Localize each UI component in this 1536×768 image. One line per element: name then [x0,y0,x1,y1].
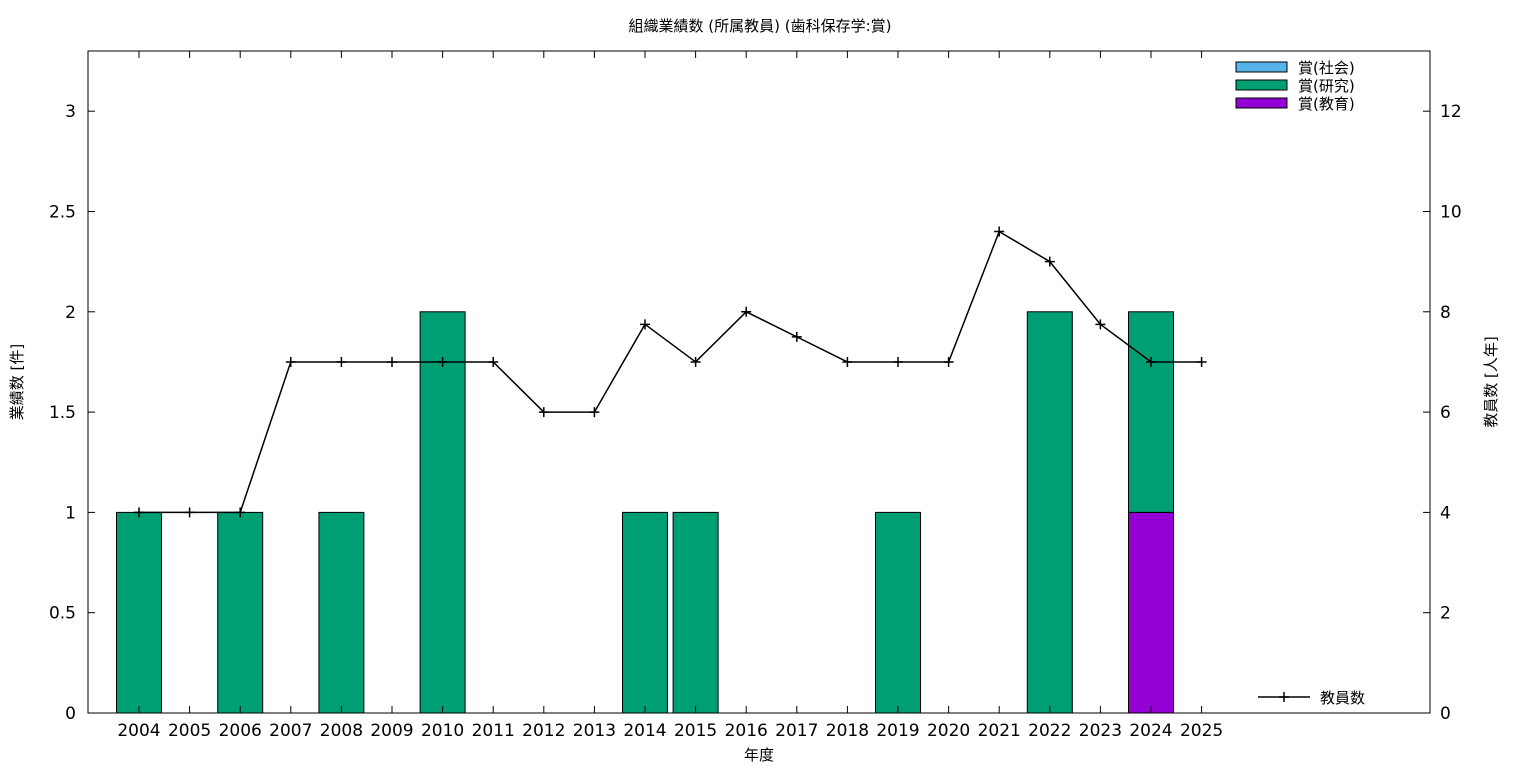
x-tick-label: 2016 [725,721,768,741]
x-tick-label: 2007 [269,721,312,741]
line-series-path [139,230,1202,514]
x-tick-label: 2019 [876,721,919,741]
line-point-2011 [488,356,499,367]
x-tick-label: 2014 [623,721,666,741]
x-tick-label: 2022 [1028,721,1071,741]
x-tick-label: 2011 [472,721,515,741]
line-point-2008 [336,356,347,367]
line-point-2010 [437,356,448,367]
line-point-2018 [842,356,853,367]
line-point-2005 [184,507,195,518]
y-right-tick-label: 2 [1440,604,1451,624]
legend-label-2: 賞(教育) [1298,95,1355,113]
y-right-tick-label: 6 [1440,403,1451,423]
x-tick-label: 2017 [775,721,818,741]
x-tick-label: 2025 [1180,721,1223,741]
plot-frame [87,50,1431,714]
bar-2015-1 [672,511,719,714]
y-left-tick-label: 0.5 [49,604,76,624]
x-tick-label: 2024 [1129,721,1172,741]
y-right-tick-label: 12 [1440,102,1462,122]
line-point-2013 [589,407,600,418]
bar-2008-1 [318,511,365,714]
line-point-2017 [791,331,802,342]
x-tick-label: 2015 [674,721,717,741]
bar-2004-1 [116,511,162,714]
bar-2024-2 [1128,511,1174,714]
x-tick-label: 2004 [117,721,160,741]
line-point-2016 [741,306,752,317]
x-tick-label: 2010 [421,721,464,741]
line-legend-marker [1279,692,1289,702]
bar-2010-1 [419,311,466,714]
x-tick-label: 2005 [168,721,211,741]
y-left-tick-label: 2 [65,303,76,323]
bar-2014-1 [622,511,668,714]
plot-area: 0 0.5 1 1.5 2 2.5 3 0 2 4 6 8 10 12 2004 2005 2006 2007 20… [49,50,1462,741]
line-point-2004 [134,507,144,518]
bar-2019-1 [875,511,921,714]
x-tick-label: 2021 [978,721,1021,741]
legend-swatch-0 [1235,61,1288,73]
y-left-tick-label: 1 [65,503,76,523]
legend-swatch-1 [1235,79,1288,91]
x-axis-label: 年度 [744,746,774,764]
y-right-tick-label: 8 [1440,303,1451,323]
chart-title: 組織業績数 (所属教員) (歯科保存学:賞) [629,17,892,35]
bar-2024-1 [1128,311,1174,513]
y-left-tick-label: 3 [65,102,76,122]
y-right-tick-label: 4 [1440,503,1451,523]
y-axis-label-left: 業績数 [件] [8,344,26,420]
line-point-2015 [690,356,701,367]
line-point-2014 [640,319,650,330]
bar-2022-1 [1026,311,1073,714]
line-point-2007 [285,356,296,367]
y-left-tick-label: 1.5 [49,403,76,423]
legend-label-1: 賞(研究) [1298,77,1355,95]
line-point-2025 [1196,356,1207,367]
line-point-2009 [387,356,397,367]
y-right-tick-label: 0 [1440,704,1451,724]
line-point-2012 [538,407,549,418]
x-tick-label: 2006 [219,721,262,741]
x-tick-label: 2013 [573,721,616,741]
x-tick-label: 2020 [927,721,970,741]
line-legend-label: 教員数 [1320,689,1365,707]
x-tick-label: 2018 [826,721,869,741]
x-tick-label: 2008 [320,721,363,741]
x-tick-label: 2012 [522,721,565,741]
line-point-2006 [235,507,246,518]
y-axis-label-right: 教員数 [人年] [1482,336,1500,427]
line-point-2020 [943,356,954,367]
line-point-2021 [994,226,1005,237]
line-point-2019 [893,356,903,367]
bar-2006-1 [217,511,264,714]
line-point-2022 [1044,256,1055,267]
y-left-tick-label: 2.5 [49,202,76,222]
legend-swatch-2 [1235,97,1288,109]
x-tick-label: 2023 [1079,721,1122,741]
y-right-tick-label: 10 [1440,202,1462,222]
line-point-2023 [1095,319,1106,330]
x-tick-label: 2009 [370,721,413,741]
legend-label-0: 賞(社会) [1298,59,1355,77]
y-left-tick-label: 0 [65,704,76,724]
line-point-2024 [1146,356,1156,367]
